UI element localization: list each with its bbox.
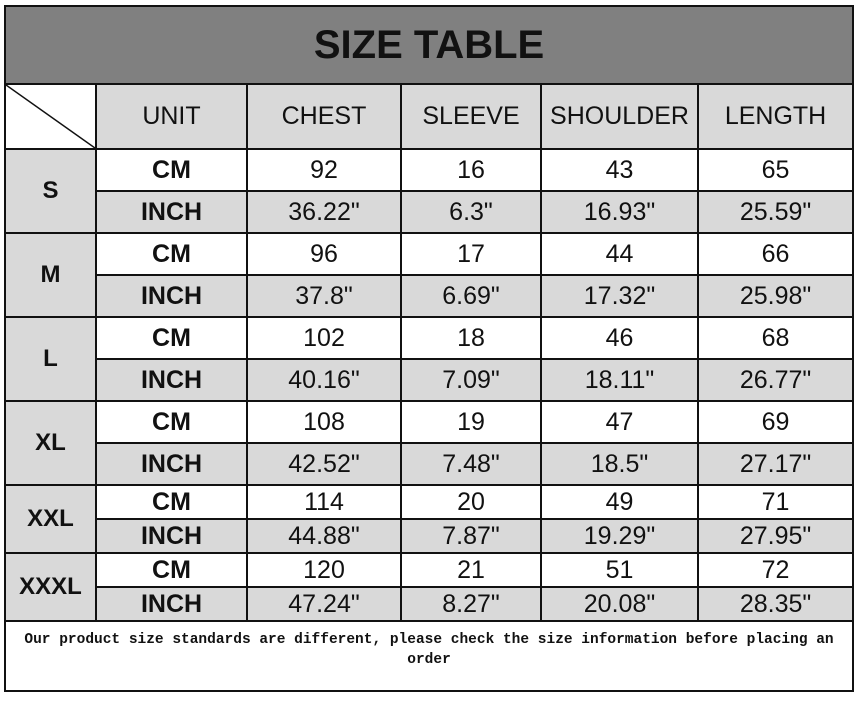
chest-cell: 96 [246, 232, 402, 276]
shoulder-cell: 19.29" [540, 518, 699, 554]
size-table: SIZE TABLE UNIT CHEST SLEEVE SHOULDER LE… [3, 5, 855, 692]
unit-cell: CM [95, 484, 248, 520]
sleeve-cell: 16 [400, 148, 542, 192]
header-chest: CHEST [246, 83, 402, 150]
length-cell: 66 [696, 232, 855, 276]
header-length: LENGTH [696, 83, 855, 150]
shoulder-cell: 51 [540, 552, 699, 588]
table-row-xxxl-inch: INCH 47.24" 8.27" 20.08" 28.35" [5, 586, 855, 622]
header-row: UNIT CHEST SLEEVE SHOULDER LENGTH [4, 83, 855, 150]
size-label: S [4, 148, 97, 234]
header-sleeve: SLEEVE [400, 83, 542, 150]
size-table-container: SIZE TABLE UNIT CHEST SLEEVE SHOULDER LE… [3, 5, 855, 692]
note-row: Our product size standards are different… [3, 620, 855, 692]
sleeve-cell: 6.69" [400, 274, 542, 318]
shoulder-cell: 43 [540, 148, 699, 192]
table-row-s-inch: INCH 36.22" 6.3" 16.93" 25.59" [5, 190, 855, 234]
sleeve-cell: 7.87" [400, 518, 542, 554]
sleeve-cell: 8.27" [400, 586, 542, 622]
table-row-xxl-cm: XXL CM 114 20 49 71 [4, 484, 855, 554]
sleeve-cell: 6.3" [400, 190, 542, 234]
length-cell: 71 [696, 484, 855, 520]
size-label: L [4, 316, 97, 402]
chest-cell: 42.52" [246, 442, 402, 486]
length-cell: 28.35" [696, 586, 855, 622]
unit-cell: INCH [95, 274, 248, 318]
sleeve-cell: 20 [400, 484, 542, 520]
sleeve-cell: 18 [400, 316, 542, 360]
size-label: M [4, 232, 97, 318]
size-note: Our product size standards are different… [3, 620, 855, 692]
table-title: SIZE TABLE [3, 5, 855, 85]
unit-cell: CM [95, 232, 248, 276]
shoulder-cell: 18.5" [540, 442, 699, 486]
sleeve-cell: 7.09" [400, 358, 542, 402]
shoulder-cell: 46 [540, 316, 699, 360]
shoulder-cell: 49 [540, 484, 699, 520]
unit-cell: INCH [95, 518, 248, 554]
table-row-l-cm: L CM 102 18 46 68 [4, 316, 855, 402]
length-cell: 25.98" [696, 274, 855, 318]
length-cell: 27.95" [696, 518, 855, 554]
length-cell: 26.77" [696, 358, 855, 402]
unit-cell: CM [95, 400, 248, 444]
unit-cell: INCH [95, 358, 248, 402]
sleeve-cell: 19 [400, 400, 542, 444]
shoulder-cell: 16.93" [540, 190, 699, 234]
length-cell: 69 [696, 400, 855, 444]
size-label: XXL [4, 484, 97, 554]
shoulder-cell: 47 [540, 400, 699, 444]
shoulder-cell: 20.08" [540, 586, 699, 622]
shoulder-cell: 17.32" [540, 274, 699, 318]
chest-cell: 37.8" [246, 274, 402, 318]
sleeve-cell: 7.48" [400, 442, 542, 486]
length-cell: 68 [696, 316, 855, 360]
table-row-s-cm: S CM 92 16 43 65 [4, 148, 855, 234]
table-row-xxxl-cm: XXXL CM 120 21 51 72 [4, 552, 855, 622]
chest-cell: 92 [246, 148, 402, 192]
unit-cell: CM [95, 148, 248, 192]
corner-cell-diagonal [4, 83, 97, 150]
chest-cell: 47.24" [246, 586, 402, 622]
unit-cell: INCH [95, 190, 248, 234]
table-row-m-inch: INCH 37.8" 6.69" 17.32" 25.98" [5, 274, 855, 318]
unit-cell: CM [95, 316, 248, 360]
length-cell: 27.17" [696, 442, 855, 486]
chest-cell: 44.88" [246, 518, 402, 554]
length-cell: 72 [696, 552, 855, 588]
table-row-m-cm: M CM 96 17 44 66 [4, 232, 855, 318]
chest-cell: 36.22" [246, 190, 402, 234]
chest-cell: 108 [246, 400, 402, 444]
size-label: XL [4, 400, 97, 486]
header-unit: UNIT [95, 83, 248, 150]
unit-cell: INCH [95, 442, 248, 486]
table-row-xl-cm: XL CM 108 19 47 69 [4, 400, 855, 486]
unit-cell: INCH [95, 586, 248, 622]
length-cell: 65 [696, 148, 855, 192]
header-shoulder: SHOULDER [540, 83, 699, 150]
shoulder-cell: 44 [540, 232, 699, 276]
table-row-xxl-inch: INCH 44.88" 7.87" 19.29" 27.95" [5, 518, 855, 554]
chest-cell: 40.16" [246, 358, 402, 402]
shoulder-cell: 18.11" [540, 358, 699, 402]
length-cell: 25.59" [696, 190, 855, 234]
chest-cell: 114 [246, 484, 402, 520]
chest-cell: 120 [246, 552, 402, 588]
sleeve-cell: 21 [400, 552, 542, 588]
unit-cell: CM [95, 552, 248, 588]
sleeve-cell: 17 [400, 232, 542, 276]
chest-cell: 102 [246, 316, 402, 360]
table-row-l-inch: INCH 40.16" 7.09" 18.11" 26.77" [5, 358, 855, 402]
size-label: XXXL [4, 552, 97, 622]
table-row-xl-inch: INCH 42.52" 7.48" 18.5" 27.17" [5, 442, 855, 486]
